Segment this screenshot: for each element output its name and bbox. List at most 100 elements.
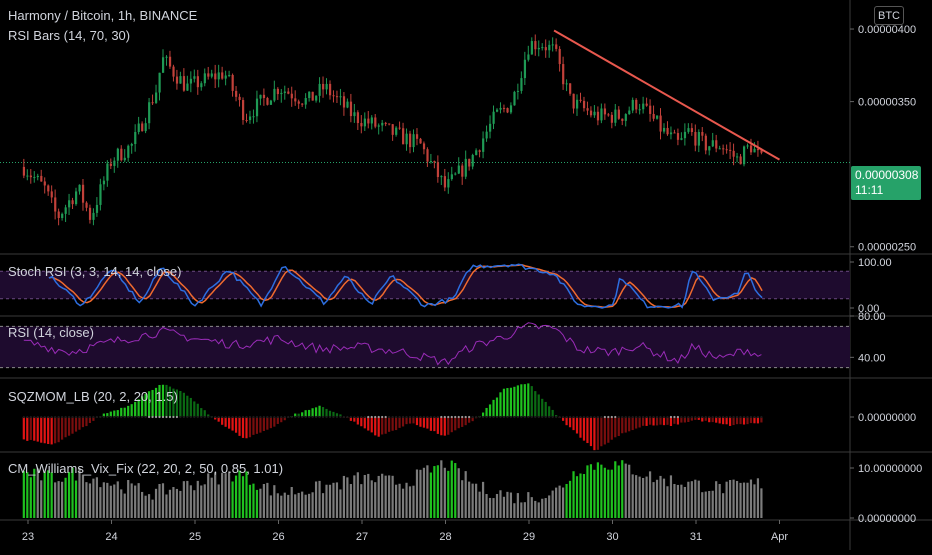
candle bbox=[610, 114, 614, 123]
vix-bar bbox=[54, 482, 57, 518]
candle bbox=[562, 64, 565, 85]
momentum-bar bbox=[116, 410, 119, 417]
vix-bar bbox=[106, 482, 109, 518]
candle bbox=[680, 138, 683, 140]
candle bbox=[586, 108, 589, 111]
vix-bar bbox=[749, 479, 753, 518]
vix-bar bbox=[481, 481, 485, 518]
momentum-bar bbox=[141, 396, 144, 417]
candle bbox=[123, 157, 126, 161]
momentum-bar bbox=[468, 417, 471, 423]
time-tick-label: 24 bbox=[105, 531, 117, 543]
momentum-bar bbox=[172, 388, 175, 417]
candle bbox=[301, 103, 304, 105]
squeeze-dot bbox=[516, 415, 519, 419]
candle bbox=[71, 200, 74, 205]
candle bbox=[175, 76, 179, 84]
momentum-bar bbox=[106, 413, 109, 417]
squeeze-dot bbox=[655, 415, 659, 419]
squeeze-dot bbox=[78, 415, 81, 419]
candle bbox=[43, 181, 46, 186]
vix-bar bbox=[756, 478, 760, 518]
squeeze-dot bbox=[325, 415, 328, 419]
momentum-bar bbox=[485, 407, 488, 417]
squeeze-dot bbox=[429, 415, 432, 419]
vix-bar bbox=[648, 471, 652, 518]
candle bbox=[729, 149, 732, 151]
candle bbox=[221, 72, 224, 79]
candle bbox=[113, 160, 116, 166]
squeeze-dot bbox=[415, 415, 419, 419]
candle bbox=[179, 76, 182, 84]
vix-bar bbox=[356, 472, 359, 518]
candle bbox=[607, 114, 610, 116]
vix-bar bbox=[391, 475, 394, 518]
momentum-bar bbox=[245, 417, 248, 439]
momentum-bar bbox=[718, 417, 721, 424]
squeeze-dot bbox=[349, 415, 352, 419]
vix-bar bbox=[728, 480, 732, 518]
candle bbox=[64, 207, 67, 214]
squeeze-dot bbox=[154, 415, 158, 419]
momentum-bar bbox=[33, 417, 36, 441]
candle bbox=[683, 131, 687, 139]
vix-bar bbox=[346, 477, 349, 518]
squeeze-dot bbox=[607, 415, 610, 419]
vix-bar bbox=[231, 481, 234, 518]
candle bbox=[328, 83, 332, 96]
candle bbox=[412, 134, 415, 148]
vix-bar bbox=[175, 488, 179, 518]
candle bbox=[701, 132, 704, 136]
candle bbox=[339, 96, 342, 98]
squeeze-dot bbox=[760, 415, 763, 419]
candle bbox=[127, 145, 130, 158]
vix-bar bbox=[753, 484, 756, 518]
squeeze-dot bbox=[165, 415, 168, 419]
vix-bar bbox=[412, 485, 415, 518]
vix-bar bbox=[196, 480, 199, 518]
momentum-bar bbox=[530, 386, 533, 417]
vix-bar bbox=[701, 492, 704, 518]
candle bbox=[576, 99, 579, 109]
squeeze-dot bbox=[722, 415, 725, 419]
candle bbox=[22, 166, 26, 176]
vix-bar bbox=[735, 480, 739, 518]
candle bbox=[26, 175, 29, 177]
momentum-bar bbox=[297, 413, 300, 417]
vix-bar bbox=[363, 474, 366, 518]
vix-bar bbox=[457, 468, 460, 518]
momentum-bar bbox=[520, 384, 523, 417]
vix-bar bbox=[367, 473, 370, 518]
candle bbox=[315, 95, 318, 101]
candle bbox=[78, 184, 81, 192]
candle bbox=[426, 149, 429, 162]
vix-bar bbox=[687, 481, 690, 518]
currency-button[interactable]: BTC bbox=[874, 6, 904, 25]
squeeze-dot bbox=[683, 415, 686, 419]
candle bbox=[676, 133, 680, 140]
candle bbox=[109, 163, 113, 166]
momentum-bar bbox=[586, 417, 589, 444]
vix-bar bbox=[349, 484, 352, 518]
momentum-bar bbox=[687, 417, 690, 423]
vix-bar bbox=[739, 482, 742, 518]
candle bbox=[231, 74, 234, 91]
vix-bar bbox=[36, 468, 39, 518]
momentum-bar bbox=[436, 417, 439, 434]
momentum-bar bbox=[429, 417, 432, 431]
momentum-bar bbox=[742, 417, 746, 425]
squeeze-dot bbox=[259, 415, 262, 419]
candle bbox=[589, 110, 593, 116]
momentum-bar bbox=[137, 399, 140, 417]
squeeze-dot bbox=[26, 415, 29, 419]
momentum-bar bbox=[603, 417, 606, 445]
candle bbox=[558, 48, 561, 65]
squeeze-dot bbox=[614, 415, 617, 419]
vix-bar bbox=[635, 475, 638, 518]
candle bbox=[116, 148, 119, 161]
squeeze-dot bbox=[735, 415, 739, 419]
squeeze-dot bbox=[182, 415, 185, 419]
momentum-bar bbox=[321, 407, 325, 417]
